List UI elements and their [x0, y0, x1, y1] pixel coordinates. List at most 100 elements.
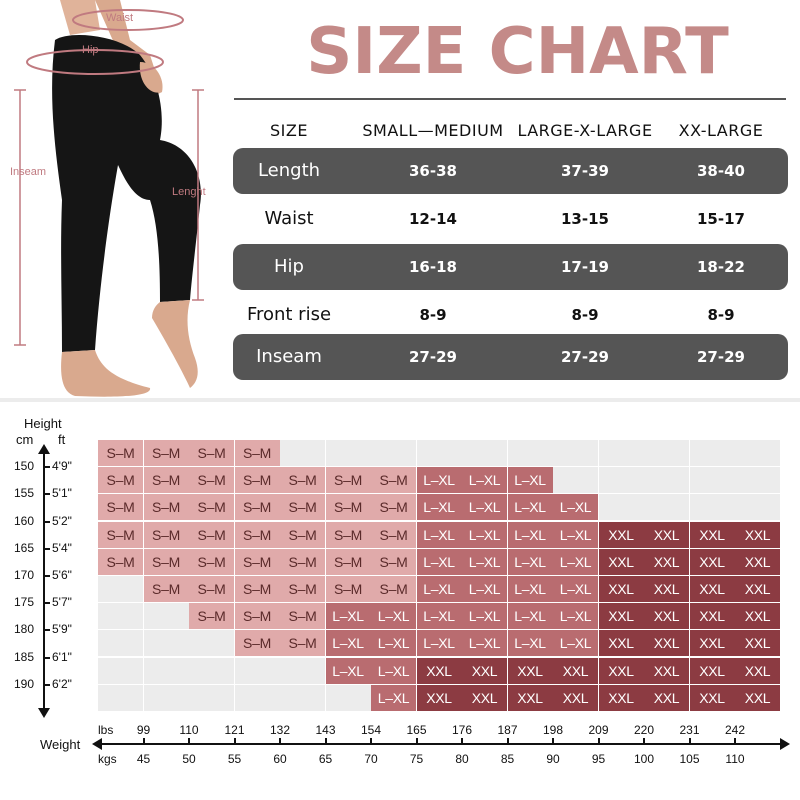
height-ft-label: 6'2": [52, 676, 72, 691]
grid-cell-size: XXL: [598, 521, 644, 548]
grid-cell-size: L–XL: [553, 603, 598, 630]
grid-cell-size: S–M: [189, 576, 234, 602]
grid-cell-size: XXL: [507, 657, 553, 684]
row-label: Hip: [274, 256, 304, 277]
row-value: 12-14: [409, 210, 457, 228]
grid-cell-size: XXL: [644, 657, 689, 684]
grid-cell-size: S–M: [234, 440, 280, 466]
grid-cell-size: XXL: [689, 630, 735, 657]
grid-cell-size: S–M: [280, 576, 325, 602]
weight-kgs-label: 90: [546, 752, 560, 766]
height-cm-label: 150: [14, 459, 35, 474]
weight-kgs-label: 50: [182, 752, 196, 766]
grid-cell-size: S–M: [280, 494, 325, 521]
grid-cell-size: L–XL: [553, 494, 598, 521]
weight-tick: [552, 738, 554, 744]
height-tick: [44, 629, 50, 632]
grid-cell-size: L–XL: [462, 521, 507, 548]
grid-cell-size: S–M: [189, 467, 234, 494]
grid-cell-size: L–XL: [462, 494, 507, 521]
weight-kgs-label: 95: [591, 752, 606, 766]
weight-tick: [461, 738, 463, 744]
weight-kgs-label: 100: [633, 752, 655, 766]
height-cm-label: 155: [14, 486, 35, 501]
grid-cell-size: S–M: [280, 630, 325, 657]
height-ft-label: 5'7": [52, 595, 72, 610]
height-axis-line: [43, 450, 45, 712]
weight-tick: [370, 738, 372, 744]
grid-cell-empty: [689, 440, 735, 466]
grid-cell-size: L–XL: [416, 576, 462, 602]
row-value: 27-29: [409, 348, 457, 366]
grid-cell-size: S–M: [325, 521, 371, 548]
weight-kgs-label: 60: [273, 752, 287, 766]
grid-cell-size: XXL: [598, 630, 644, 657]
grid-cell-empty: [371, 440, 416, 466]
grid-cell-size: L–XL: [325, 630, 371, 657]
grid-cell-empty: [143, 630, 189, 657]
grid-cell-size: S–M: [143, 576, 189, 602]
height-ft-label: 5'1": [52, 486, 72, 501]
row-value: 8-9: [707, 306, 735, 324]
row-value: 37-39: [561, 162, 609, 180]
weight-kgs-label: 85: [500, 752, 515, 766]
length-label: Lenght: [172, 186, 206, 198]
waist-ring: [72, 9, 184, 31]
weight-lbs-label: 143: [315, 723, 336, 737]
grid-cell-empty: [462, 440, 507, 466]
grid-cell-empty: [234, 684, 280, 711]
height-tick: [44, 602, 50, 605]
row-label: Length: [257, 160, 321, 181]
grid-cell-empty: [98, 603, 143, 630]
height-weight-chart: Height cm ft 150 4'9" 155 5'1" 160 5'2" 165 5'4…: [0, 410, 800, 800]
grid-cell-empty: [325, 684, 371, 711]
grid-cell-size: XXL: [735, 576, 780, 602]
grid-cell-empty: [416, 440, 462, 466]
grid-cell-empty: [507, 440, 553, 466]
grid-cell-size: S–M: [98, 494, 143, 521]
grid-cell-size: S–M: [280, 467, 325, 494]
weight-unit-kgs: kgs: [98, 752, 117, 766]
grid-cell-empty: [143, 684, 189, 711]
grid-cell-size: S–M: [234, 576, 280, 602]
grid-cell-empty: [98, 684, 143, 711]
grid-cell-size: L–XL: [507, 467, 553, 494]
grid-cell-size: XXL: [416, 657, 462, 684]
height-axis-arrow-down: [38, 708, 50, 718]
grid-cell-size: XXL: [598, 548, 644, 575]
grid-cell-size: S–M: [98, 548, 143, 575]
inseam-label: Inseam: [10, 166, 47, 178]
grid-cell-size: S–M: [234, 521, 280, 548]
row-value: 27-29: [561, 348, 609, 366]
grid-cell-size: XXL: [644, 684, 689, 711]
grid-cell-size: L–XL: [371, 684, 416, 711]
grid-cell-size: S–M: [234, 548, 280, 575]
row-value: 13-15: [561, 210, 609, 228]
grid-cell-size: L–XL: [462, 576, 507, 602]
header-xx-large: XX-LARGE: [678, 121, 764, 140]
grid-cell-size: S–M: [234, 467, 280, 494]
height-ft-label: 5'6": [52, 568, 72, 582]
grid-cell-size: XXL: [462, 657, 507, 684]
grid-cell-size: S–M: [234, 630, 280, 657]
grid-cell-empty: [98, 576, 143, 602]
grid-cell-size: S–M: [98, 467, 143, 494]
hip-label: Hip: [82, 44, 99, 56]
grid-cell-size: XXL: [598, 657, 644, 684]
height-cm-label: 185: [14, 649, 35, 664]
height-tick: [44, 520, 50, 523]
height-tick: [44, 656, 50, 659]
grid-cell-size: XXL: [689, 576, 735, 602]
grid-cell-size: S–M: [98, 521, 143, 548]
section-divider: [0, 398, 800, 402]
grid-cell-size: XXL: [598, 603, 644, 630]
grid-cell-size: L–XL: [553, 576, 598, 602]
height-tick: [44, 683, 50, 686]
grid-cell-size: L–XL: [553, 548, 598, 575]
weight-lbs-label: 99: [136, 723, 151, 737]
height-ft-label: 6'1": [52, 649, 72, 664]
row-value: 8-9: [419, 306, 447, 324]
weight-lbs-label: 242: [724, 723, 746, 737]
height-cm-label: 175: [14, 595, 35, 610]
weight-kgs-label: 110: [725, 752, 745, 766]
